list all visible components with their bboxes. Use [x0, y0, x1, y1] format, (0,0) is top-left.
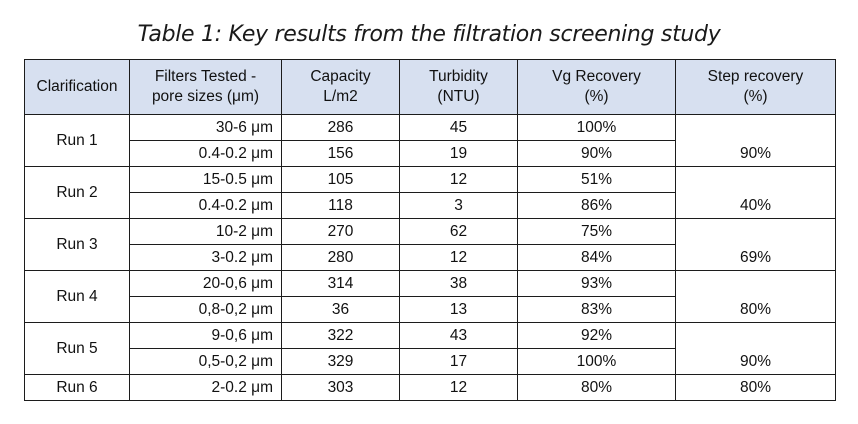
run-label-cell: Run 2: [24, 166, 130, 219]
step-recovery-cell: 80%: [675, 270, 836, 323]
filter-cell: 10-2 μm: [129, 218, 282, 245]
table-row: Run 1 30-6 μm 286 45 100% 90%: [24, 114, 836, 167]
vg-recovery-cell: 90%: [517, 140, 676, 167]
vg-recovery-cell: 75%: [517, 218, 676, 245]
run-label-cell: Run 6: [24, 374, 130, 401]
filter-cell: 20-0,6 μm: [129, 270, 282, 297]
turbidity-cell: 12: [399, 166, 518, 193]
table-body: Run 1 30-6 μm 286 45 100% 90% 0.4-0.2 μm 156 19 9…: [24, 114, 836, 401]
capacity-cell: 36: [281, 296, 400, 323]
run-label-cell: Run 3: [24, 218, 130, 271]
capacity-cell: 322: [281, 322, 400, 349]
turbidity-cell: 19: [399, 140, 518, 167]
vg-recovery-cell: 93%: [517, 270, 676, 297]
turbidity-cell: 17: [399, 348, 518, 375]
step-recovery-cell: 40%: [675, 166, 836, 219]
filter-cell: 15-0.5 μm: [129, 166, 282, 193]
capacity-cell: 118: [281, 192, 400, 219]
filter-cell: 2-0.2 μm: [129, 374, 282, 401]
filter-cell: 0.4-0.2 μm: [129, 140, 282, 167]
table-row: Run 6 2-0.2 μm 303 12 80% 80%: [24, 374, 836, 401]
step-recovery-cell: 69%: [675, 218, 836, 271]
filter-cell: 3-0.2 μm: [129, 244, 282, 271]
step-recovery-cell: 80%: [675, 374, 836, 401]
run-label-cell: Run 5: [24, 322, 130, 375]
turbidity-cell: 62: [399, 218, 518, 245]
table-row: Run 4 20-0,6 μm 314 38 93% 80%: [24, 270, 836, 323]
filter-cell: 0,8-0,2 μm: [129, 296, 282, 323]
vg-recovery-cell: 92%: [517, 322, 676, 349]
table-row: Run 5 9-0,6 μm 322 43 92% 90%: [24, 322, 836, 375]
turbidity-cell: 3: [399, 192, 518, 219]
capacity-cell: 314: [281, 270, 400, 297]
vg-recovery-cell: 100%: [517, 114, 676, 141]
vg-recovery-cell: 80%: [517, 374, 676, 401]
table-caption: Table 1: Key results from the filtration…: [137, 22, 721, 47]
header-row: Clarification Filters Tested - pore sizes…: [24, 59, 836, 115]
vg-recovery-cell: 84%: [517, 244, 676, 271]
turbidity-cell: 38: [399, 270, 518, 297]
filter-cell: 9-0,6 μm: [129, 322, 282, 349]
run-label-cell: Run 4: [24, 270, 130, 323]
table-header: Clarification Filters Tested - pore sizes…: [24, 59, 836, 115]
header-step-recovery: Step recovery (%): [675, 59, 836, 115]
vg-recovery-cell: 86%: [517, 192, 676, 219]
results-table: Clarification Filters Tested - pore sizes…: [24, 59, 836, 401]
table-row: Run 3 10-2 μm 270 62 75% 69%: [24, 218, 836, 271]
header-capacity: Capacity L/m2: [281, 59, 400, 115]
header-turbidity: Turbidity (NTU): [399, 59, 518, 115]
table-row: Run 2 15-0.5 μm 105 12 51% 40%: [24, 166, 836, 219]
header-clarification: Clarification: [24, 59, 130, 115]
header-filters-tested: Filters Tested - pore sizes (μm): [129, 59, 282, 115]
vg-recovery-cell: 100%: [517, 348, 676, 375]
capacity-cell: 270: [281, 218, 400, 245]
capacity-cell: 303: [281, 374, 400, 401]
capacity-cell: 156: [281, 140, 400, 167]
capacity-cell: 329: [281, 348, 400, 375]
turbidity-cell: 43: [399, 322, 518, 349]
filter-cell: 0,5-0,2 μm: [129, 348, 282, 375]
turbidity-cell: 12: [399, 374, 518, 401]
capacity-cell: 280: [281, 244, 400, 271]
capacity-cell: 105: [281, 166, 400, 193]
filter-cell: 0.4-0.2 μm: [129, 192, 282, 219]
header-vg-recovery: Vg Recovery (%): [517, 59, 676, 115]
table-row: 0,5-0,2 μm 329 17 100%: [25, 348, 836, 375]
table-row: 3-0.2 μm 280 12 84%: [25, 244, 836, 271]
filter-cell: 30-6 μm: [129, 114, 282, 141]
vg-recovery-cell: 51%: [517, 166, 676, 193]
step-recovery-cell: 90%: [675, 322, 836, 375]
step-recovery-cell: 90%: [675, 114, 836, 167]
table-row: 0.4-0.2 μm 118 3 86%: [25, 192, 836, 219]
turbidity-cell: 45: [399, 114, 518, 141]
vg-recovery-cell: 83%: [517, 296, 676, 323]
table-row: 0.4-0.2 μm 156 19 90%: [25, 140, 836, 167]
turbidity-cell: 12: [399, 244, 518, 271]
run-label-cell: Run 1: [24, 114, 130, 167]
capacity-cell: 286: [281, 114, 400, 141]
turbidity-cell: 13: [399, 296, 518, 323]
